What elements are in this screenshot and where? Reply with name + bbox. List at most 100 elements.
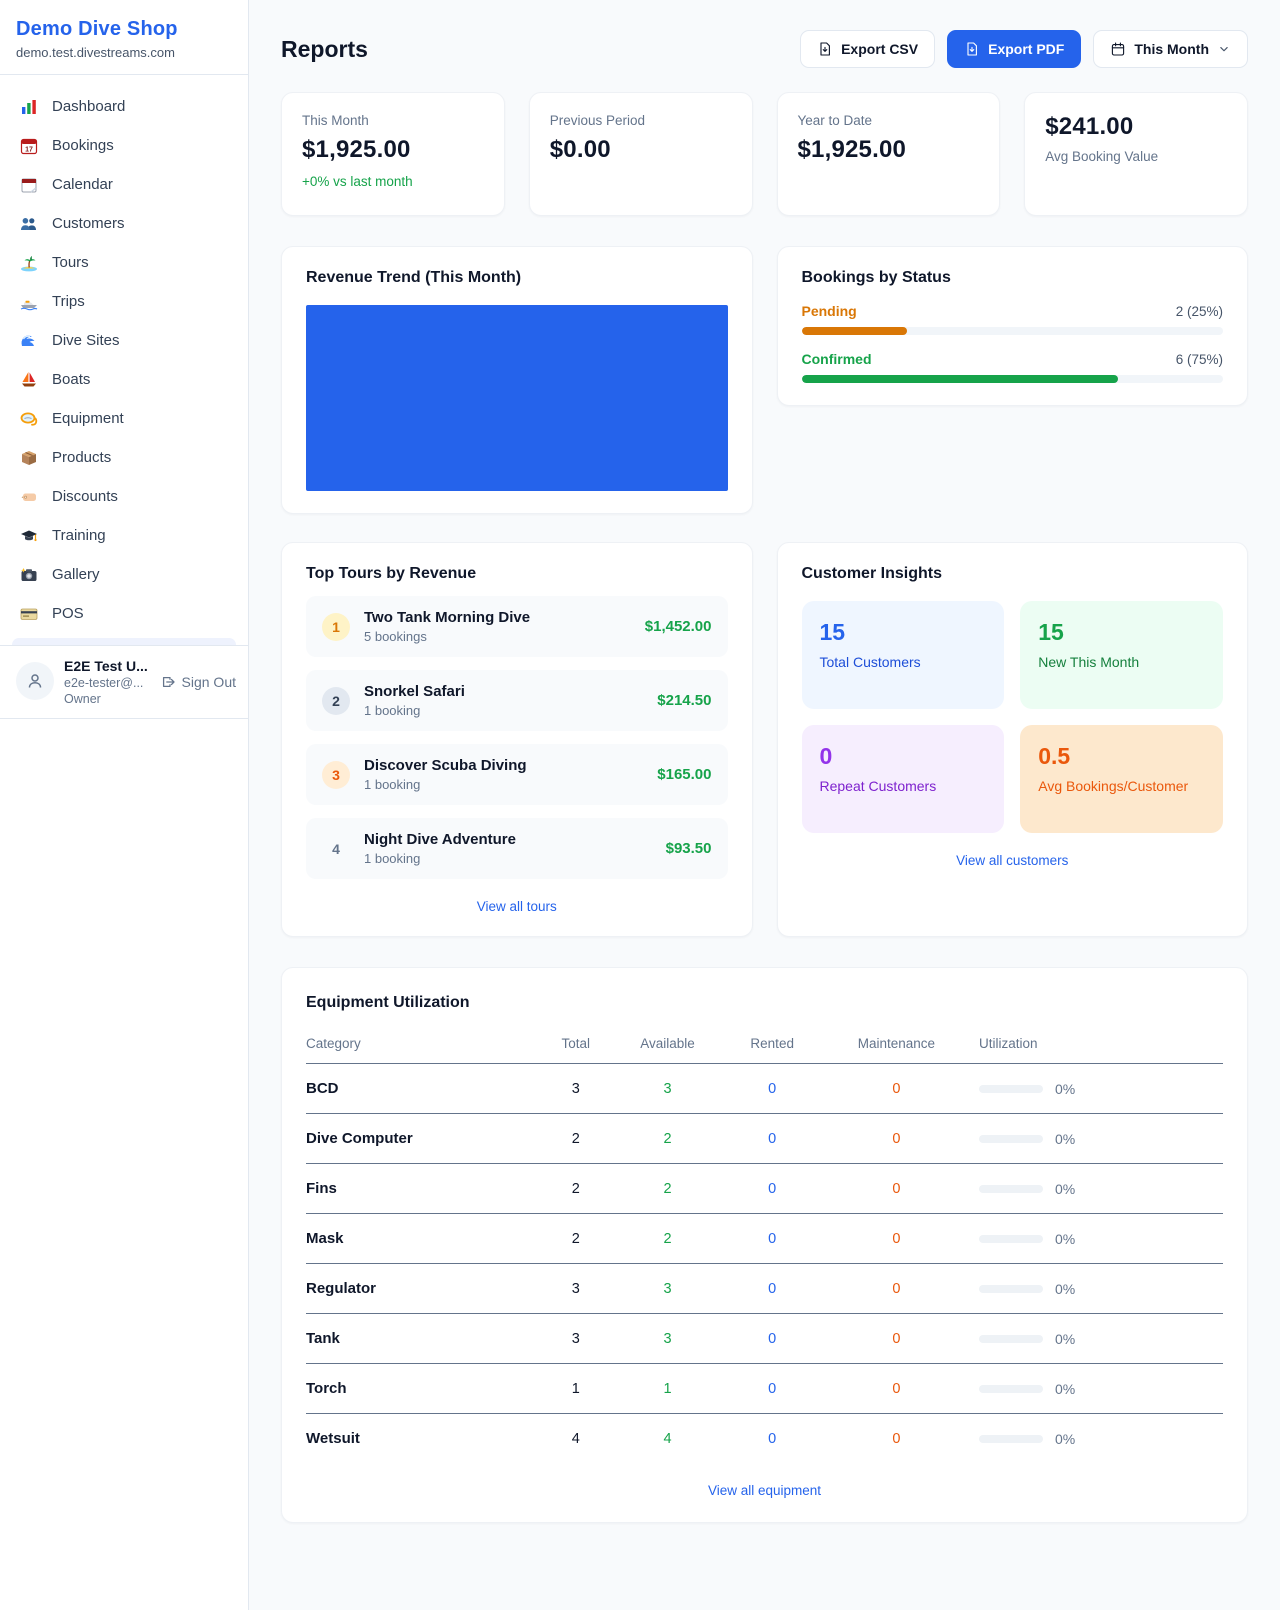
bookings-by-status-title: Bookings by Status — [801, 269, 951, 286]
utilization-pct: 0% — [1055, 1430, 1076, 1447]
sidebar-item-equipment[interactable]: Equipment — [8, 399, 240, 438]
tour-revenue: $1,452.00 — [644, 618, 712, 635]
sidebar-item-discounts[interactable]: Discounts — [8, 477, 240, 516]
sailboat-icon — [18, 369, 39, 390]
view-all-customers-link[interactable]: View all customers — [956, 853, 1069, 868]
rank-badge: 4 — [332, 840, 340, 857]
speedboat-icon — [18, 291, 39, 312]
export-pdf-label: Export PDF — [988, 41, 1065, 57]
camera-icon — [18, 564, 39, 585]
table-row: Tank 3 3 0 0 0% — [306, 1313, 1223, 1364]
column-header: Total — [541, 1026, 611, 1064]
export-pdf-button[interactable]: Export PDF — [947, 30, 1082, 68]
sidebar-item-pos[interactable]: POS — [8, 594, 240, 633]
island-icon — [18, 252, 39, 273]
header-actions: Export CSV Export PDF This Month — [800, 30, 1248, 68]
cell-maintenance: 0 — [819, 1263, 973, 1314]
sidebar-item-bookings[interactable]: 17 Bookings — [8, 126, 240, 165]
cell-maintenance: 0 — [819, 1163, 973, 1214]
cell-utilization: 0% — [973, 1363, 1223, 1414]
cell-maintenance: 0 — [819, 1063, 973, 1114]
insight-tile-new-this-month: 15 New This Month — [1020, 601, 1223, 709]
cell-rented: 0 — [724, 1213, 820, 1264]
cell-rented: 0 — [724, 1363, 820, 1414]
sidebar-item-products[interactable]: Products — [8, 438, 240, 477]
sidebar-item-label: Products — [52, 449, 112, 466]
sidebar-item-training[interactable]: Training — [8, 516, 240, 555]
tour-row: 2 Snorkel Safari 1 booking $214.50 — [306, 670, 728, 731]
tour-name: Two Tank Morning Dive — [364, 609, 531, 626]
tour-info: Two Tank Morning Dive 5 bookings — [364, 609, 631, 644]
cell-available: 3 — [610, 1063, 725, 1114]
equipment-utilization-title: Equipment Utilization — [306, 994, 470, 1011]
package-icon — [18, 447, 39, 468]
cell-category: Mask — [306, 1213, 541, 1264]
user-name: E2E Test U... — [64, 658, 148, 674]
insight-value: 0.5 — [1038, 743, 1071, 769]
stat-label: Previous Period — [549, 113, 646, 128]
sidebar-item-gallery[interactable]: Gallery — [8, 555, 240, 594]
customer-insights-card: Customer Insights 15 Total Customers 15 … — [776, 542, 1248, 937]
insight-tile-total-customers: 15 Total Customers — [801, 601, 1005, 709]
column-header: Maintenance — [819, 1026, 973, 1064]
cell-maintenance: 0 — [819, 1213, 973, 1264]
cell-available: 2 — [610, 1113, 725, 1164]
cell-utilization: 0% — [973, 1263, 1223, 1314]
tour-revenue: $214.50 — [657, 692, 712, 709]
cell-maintenance: 0 — [892, 1430, 901, 1447]
calendar-date-icon: 17 — [18, 135, 39, 156]
status-bar-track — [801, 327, 1223, 335]
main-content: Reports Export CSV Export PDF This Month… — [249, 0, 1280, 1563]
sidebar-item-label: POS — [52, 605, 84, 622]
insight-label: Avg Bookings/Customer — [1038, 778, 1189, 794]
cell-utilization: 0% — [973, 1163, 1223, 1214]
cell-utilization: 0% — [973, 1063, 1223, 1114]
tour-info: Snorkel Safari 1 booking — [364, 683, 643, 718]
chevron-down-icon — [1220, 47, 1228, 52]
sidebar-item-trips[interactable]: Trips — [8, 282, 240, 321]
shop-name: Demo Dive Shop — [16, 18, 178, 40]
table-row: BCD 3 3 0 0 0% — [306, 1063, 1223, 1114]
view-all-equipment-link[interactable]: View all equipment — [707, 1483, 822, 1498]
sidebar-item-label: Bookings — [52, 137, 114, 154]
sidebar-item-dive-sites[interactable]: Dive Sites — [8, 321, 240, 360]
table-row: Mask 2 2 0 0 0% — [306, 1213, 1223, 1264]
insight-tile-avg-bookings: 0.5 Avg Bookings/Customer — [1020, 725, 1223, 833]
period-label: This Month — [1134, 41, 1209, 57]
calendar-icon — [1112, 42, 1125, 56]
customer-insights-title: Customer Insights — [801, 565, 942, 582]
tour-bookings: 1 booking — [364, 851, 421, 866]
sign-out-icon — [162, 676, 175, 688]
mid-row: Top Tours by Revenue 1 Two Tank Morning … — [281, 542, 1248, 937]
view-all-tours-link[interactable]: View all tours — [476, 899, 557, 914]
insight-value: 0 — [819, 743, 833, 769]
cell-available: 2 — [610, 1163, 725, 1214]
stat-label: Avg Booking Value — [1045, 149, 1159, 164]
utilization-pct: 0% — [1055, 1230, 1076, 1247]
status-value: 6 (75%) — [1175, 352, 1223, 367]
tour-name: Discover Scuba Diving — [364, 757, 527, 774]
sidebar-item-boats[interactable]: Boats — [8, 360, 240, 399]
sidebar-item-dashboard[interactable]: Dashboard — [8, 87, 240, 126]
tour-name: Night Dive Adventure — [364, 831, 516, 848]
export-csv-button[interactable]: Export CSV — [800, 30, 936, 68]
sidebar-item-reports-partial[interactable] — [12, 638, 236, 645]
status-label: Confirmed — [801, 351, 872, 367]
bookings-by-status-card: Bookings by Status Pending 2 (25%) Confi… — [776, 246, 1248, 406]
sidebar-item-customers[interactable]: Customers — [8, 204, 240, 243]
sidebar-item-tours[interactable]: Tours — [8, 243, 240, 282]
cell-rented: 0 — [724, 1313, 820, 1364]
cell-utilization: 0% — [973, 1213, 1223, 1264]
sidebar-item-label: Trips — [52, 293, 85, 310]
sidebar: Demo Dive Shop demo.test.divestreams.com… — [0, 0, 249, 1610]
utilization-bar — [979, 1134, 1043, 1143]
status-row-pending: Pending 2 (25%) — [801, 303, 1223, 335]
period-dropdown[interactable]: This Month — [1093, 30, 1248, 68]
insight-label: New This Month — [1038, 654, 1140, 670]
sign-out-button[interactable]: Sign Out — [160, 674, 236, 690]
column-header: Available — [610, 1026, 725, 1064]
utilization-pct: 0% — [1055, 1330, 1076, 1347]
export-csv-label: Export CSV — [841, 41, 919, 57]
sidebar-item-calendar[interactable]: Calendar — [8, 165, 240, 204]
status-value: 2 (25%) — [1175, 304, 1223, 319]
